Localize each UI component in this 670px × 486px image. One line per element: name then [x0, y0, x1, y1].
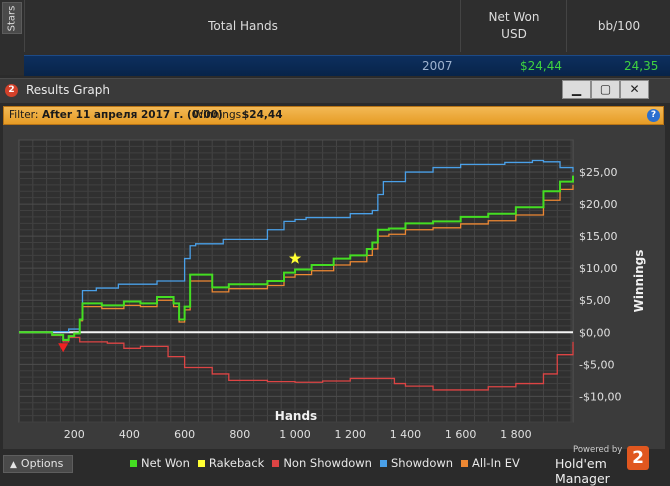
x-tick-label: 1 800 — [500, 428, 532, 441]
x-tick-label: 1 600 — [445, 428, 477, 441]
close-button[interactable]: ✕ — [620, 80, 649, 99]
col-total-hands[interactable]: Total Hands — [24, 0, 461, 52]
grid — [19, 139, 573, 423]
x-tick-label: 1 000 — [279, 428, 311, 441]
options-label: Options — [20, 457, 64, 470]
legend-swatch — [272, 459, 280, 467]
x-tick-label: 600 — [174, 428, 195, 441]
winnings-value: $24,44 — [242, 109, 283, 121]
window-titlebar[interactable]: 2 Results Graph ▁ ▢ ✕ — [0, 79, 670, 103]
y-tick-label: $20,00 — [579, 198, 618, 211]
legend: Net Won Rakeback Non Showdown Showdown A… — [130, 455, 528, 471]
col-bb100[interactable]: bb/100 — [566, 0, 670, 52]
x-axis-title: Hands — [275, 409, 317, 423]
filter-label: Filter: — [9, 109, 39, 121]
stats-strip: Stars Total Hands Net Won USD bb/100 200… — [0, 0, 670, 76]
minimize-button[interactable]: ▁ — [562, 80, 591, 99]
graph-panel: 200 400 600 800 1 000 1 200 1 400 1 600 1 800 -$… — [3, 125, 665, 449]
filter-text: After 11 апреля 2017 г. (0:00) — [42, 109, 223, 121]
brand-logo: 2 — [627, 446, 649, 470]
legend-swatch — [461, 459, 469, 467]
stars-tab-label: Stars — [6, 5, 18, 31]
legend-showdown[interactable]: Showdown — [379, 456, 454, 470]
y-tick-labels: -$10,00 -$5,00 $0,00 $5,00 $10,00 $15,00 $20,0… — [579, 166, 621, 403]
y-tick-label: -$10,00 — [579, 390, 621, 403]
summary-net-won: $24,44 — [520, 59, 562, 73]
x-tick-label: 200 — [64, 428, 85, 441]
app-icon: 2 — [5, 84, 18, 97]
legend-swatch — [130, 459, 137, 467]
x-tick-label: 400 — [119, 428, 140, 441]
col-bb100-label: bb/100 — [597, 18, 641, 33]
filter-bar[interactable]: Filter: After 11 апреля 2017 г. (0:00) W… — [3, 106, 664, 125]
series-line-non-showdown — [19, 331, 574, 391]
y-tick-label: $0,00 — [579, 326, 611, 339]
legend-rakeback[interactable]: Rakeback — [197, 456, 265, 470]
results-chart: 200 400 600 800 1 000 1 200 1 400 1 600 1 800 -$… — [18, 139, 646, 441]
x-tick-label: 1 200 — [334, 428, 366, 441]
legend-non-showdown[interactable]: Non Showdown — [272, 456, 372, 470]
summary-row[interactable]: 2007 $24,44 24,35 — [24, 55, 670, 76]
summary-bb100: 24,35 — [624, 59, 659, 73]
legend-label: Non Showdown — [283, 456, 372, 470]
winnings-label: Winnings: — [193, 109, 245, 121]
legend-net-won[interactable]: Net Won — [130, 456, 190, 470]
y-tick-label: $15,00 — [579, 230, 618, 243]
x-tick-label: 800 — [229, 428, 250, 441]
stars-tab[interactable]: Stars — [2, 2, 22, 34]
legend-label: Net Won — [141, 456, 190, 470]
y-tick-label: $5,00 — [579, 294, 611, 307]
col-net-won-label: Net Won USD — [488, 10, 540, 41]
marker-layer — [58, 252, 302, 353]
window-title: Results Graph — [26, 83, 110, 97]
powered-by-badge: Powered by Hold'em Manager 2 — [555, 443, 665, 486]
x-tick-label: 1 400 — [390, 428, 422, 441]
legend-label: Showdown — [390, 456, 454, 470]
col-total-hands-label: Total Hands — [208, 18, 278, 33]
series-line-net-won — [19, 175, 574, 341]
powered-by-label: Powered by — [573, 445, 623, 455]
x-tick-labels: 200 400 600 800 1 000 1 200 1 400 1 600 1 800 — [64, 428, 532, 441]
maximize-button[interactable]: ▢ — [591, 80, 620, 99]
legend-swatch — [197, 459, 205, 467]
help-icon[interactable]: ? — [647, 109, 660, 122]
y-tick-label: $10,00 — [579, 262, 618, 275]
y-tick-label: -$5,00 — [579, 358, 614, 371]
chevron-up-icon: ▲ — [10, 460, 17, 470]
options-button[interactable]: ▲ Options — [3, 455, 73, 473]
series-line-all-in-ev — [19, 184, 574, 341]
star-marker — [288, 252, 302, 264]
legend-label: Rakeback — [208, 456, 265, 470]
results-graph-window: 2 Results Graph ▁ ▢ ✕ Filter: After 11 а… — [0, 78, 670, 486]
down-triangle-marker — [58, 343, 69, 353]
y-axis-title: Winnings — [632, 250, 646, 313]
legend-swatch — [379, 459, 387, 467]
legend-label: All-In EV — [472, 456, 520, 470]
series-line-showdown — [19, 159, 574, 333]
y-tick-label: $25,00 — [579, 166, 618, 179]
legend-all-in-ev[interactable]: All-In EV — [461, 456, 520, 470]
series-layer — [19, 159, 574, 391]
summary-total-hands: 2007 — [422, 59, 453, 73]
col-net-won[interactable]: Net Won USD — [460, 0, 567, 52]
